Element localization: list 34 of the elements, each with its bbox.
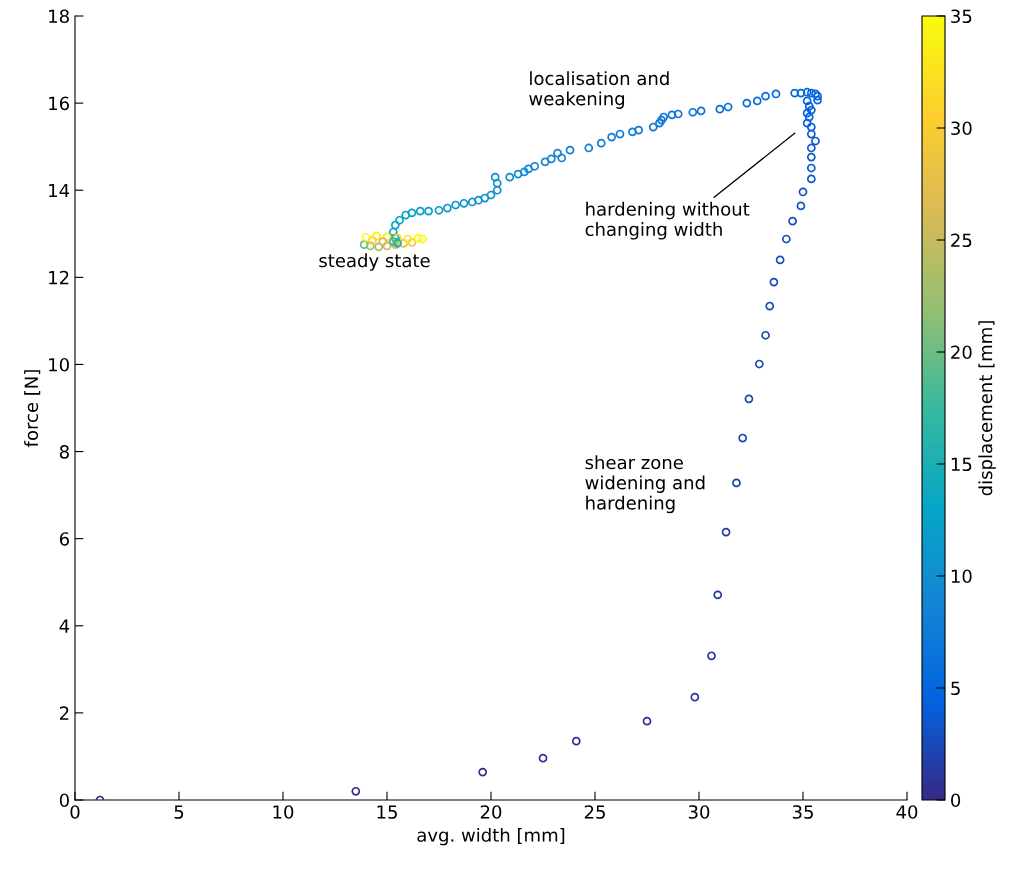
color-bar-label: 15 [951,457,972,472]
x-tick-label: 15 [377,805,397,819]
color-bar-label: 5 [951,681,960,696]
y-tick-label: 6 [59,532,69,546]
x-tick-label: 25 [584,805,605,819]
color-bar-label: 35 [951,9,972,24]
y-tick-label: 10 [49,357,69,372]
color-bar-label: 0 [951,793,961,808]
x-tick-label: 40 [896,805,918,819]
annotation: localisation and weakening [529,71,669,109]
y-tick-label: 8 [59,445,69,459]
annotation: hardening without changing width [585,201,750,240]
y-tick-label: 4 [59,619,70,633]
x-tick-label: 20 [480,805,502,819]
y-tick-label: 16 [49,96,69,111]
x-tick-label: 35 [792,805,813,819]
y-tick-label: 0 [59,793,69,808]
x-tick-label: 10 [273,805,294,819]
y-tick-label: 2 [59,706,69,720]
x-tick-label: 0 [70,805,80,819]
y-tick-label: 12 [49,270,69,285]
color-bar-label: 25 [951,233,972,248]
y-axis-title: force [N] [24,370,41,447]
annotation: steady state [319,253,430,271]
y-tick-label: 18 [49,9,69,24]
color-bar-label: 20 [951,345,972,360]
x-axis-title: avg. width [mm] [417,827,565,846]
color-bar-label: 30 [951,121,972,136]
color-bar-label: 10 [951,569,972,584]
y-tick-label: 14 [49,183,70,198]
x-tick-label: 30 [688,805,710,819]
x-tick-label: 5 [174,805,184,819]
annotation: shear zone widening and hardening [585,455,705,514]
color-bar-title: displacement [mm] [978,321,996,496]
